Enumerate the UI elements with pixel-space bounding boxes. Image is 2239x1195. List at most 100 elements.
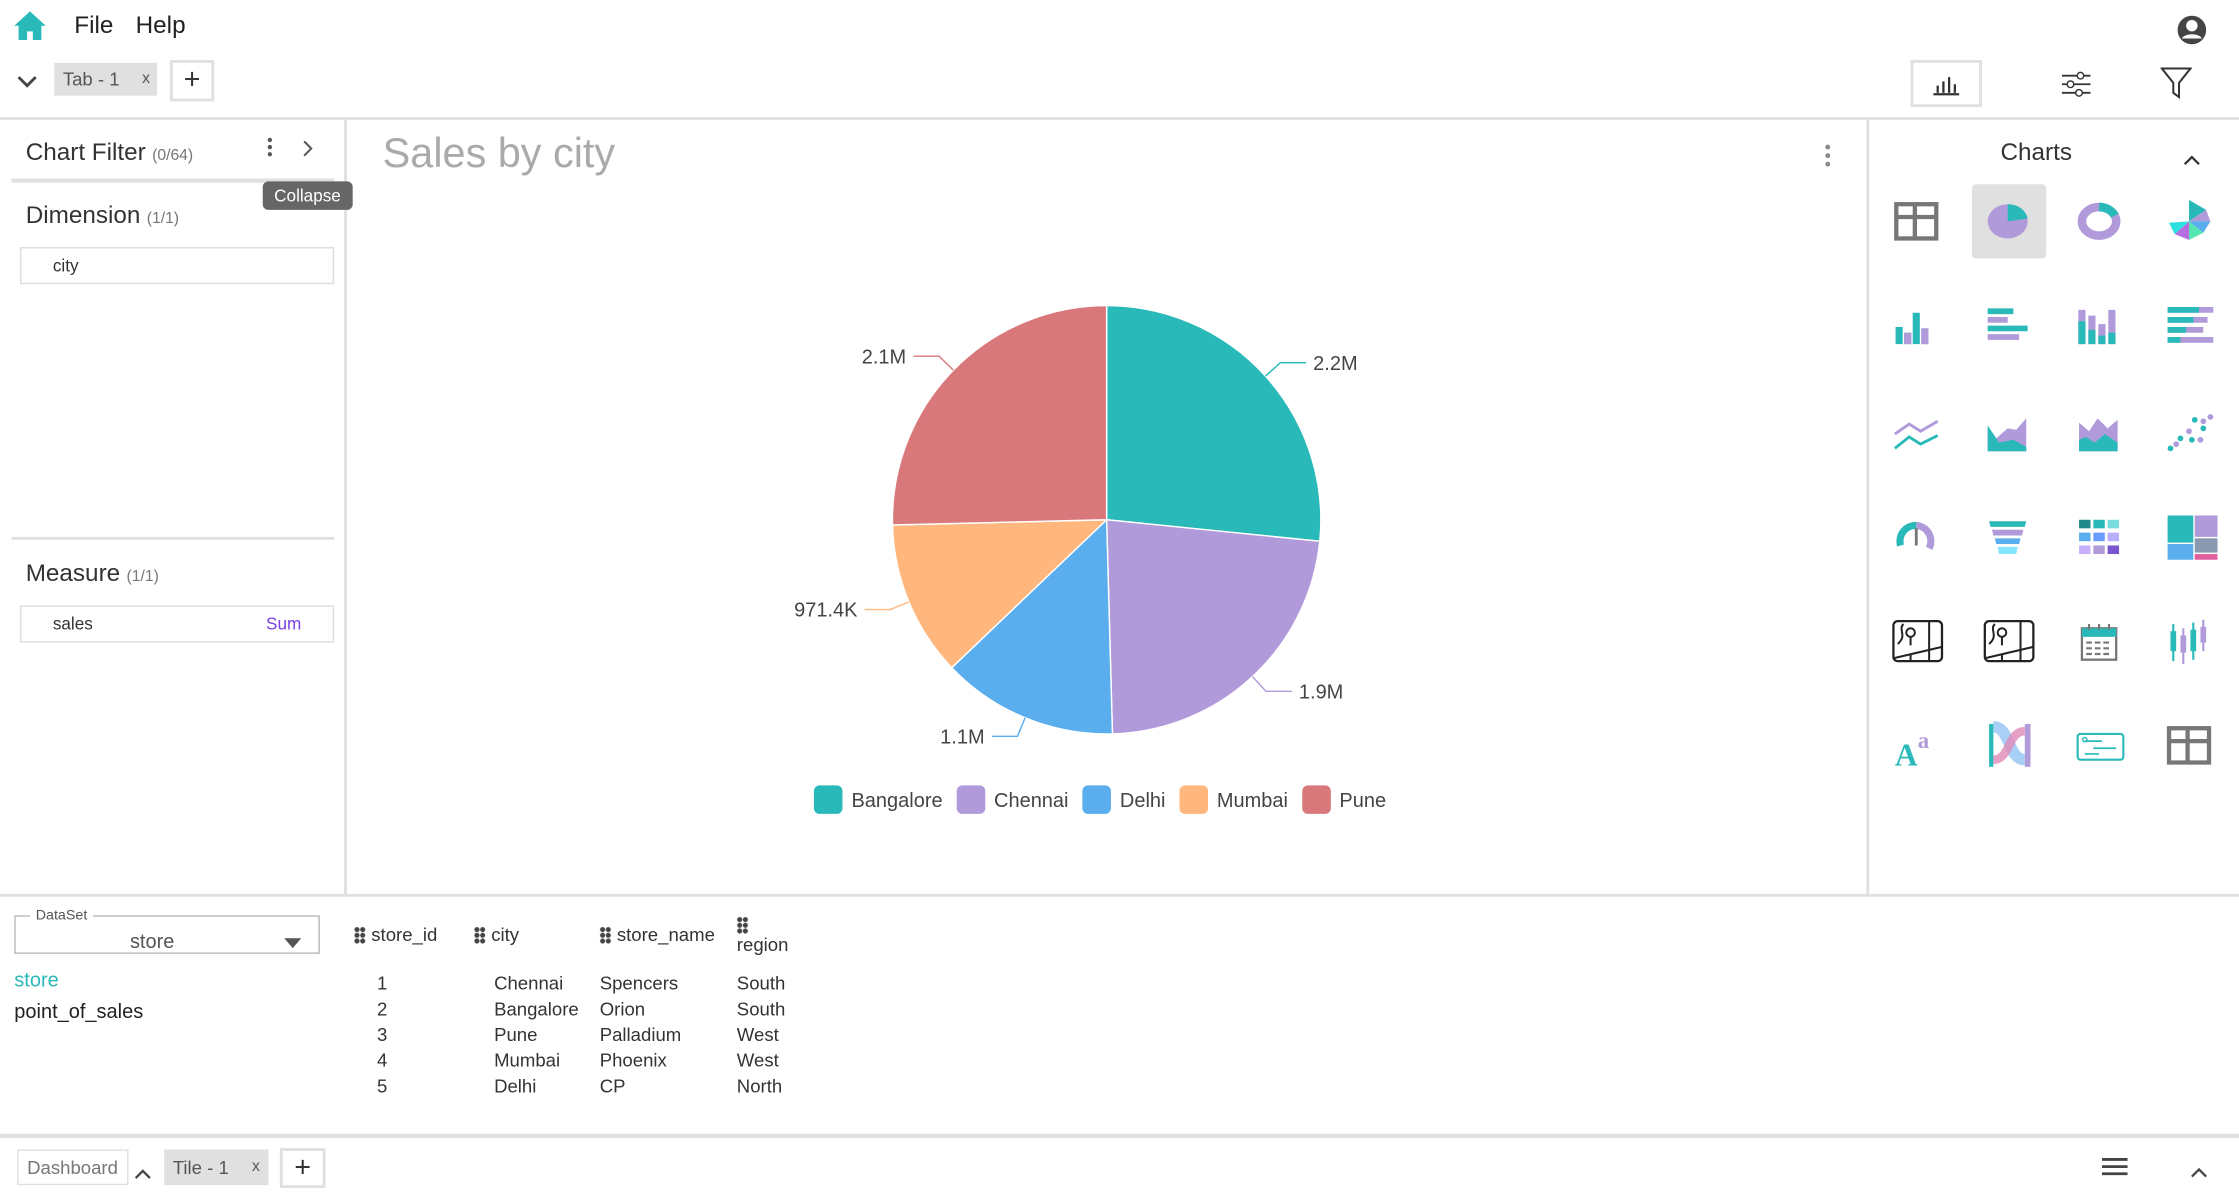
table-cell: Spencers	[599, 971, 679, 994]
home-icon[interactable]	[13, 10, 47, 49]
donut-chart-icon	[2077, 202, 2121, 240]
table-row: 3 Pune Palladium West	[354, 1021, 822, 1047]
map-2-chart-icon	[1983, 620, 2035, 663]
menu-help[interactable]: Help	[135, 11, 186, 39]
chart-type-treemap[interactable]	[2153, 500, 2227, 574]
column-header-region[interactable]: region	[736, 912, 823, 956]
account-icon[interactable]	[2176, 14, 2207, 53]
chart-type-pivot-table[interactable]	[2153, 708, 2227, 782]
tile-label: Tile - 1	[172, 1156, 229, 1179]
legend-label: Bangalore	[851, 788, 943, 812]
chart-type-bar[interactable]	[1881, 290, 1955, 364]
tab-label: Tab - 1	[62, 68, 120, 90]
chart-type-heatmap[interactable]	[2063, 500, 2137, 574]
table-cell: North	[736, 1074, 783, 1096]
chart-type-calendar[interactable]	[2063, 604, 2137, 678]
chart-type-candlestick[interactable]	[2153, 604, 2227, 678]
column-header-city[interactable]: city	[474, 912, 600, 955]
chart-type-scatter[interactable]	[2153, 394, 2227, 468]
dashboard-button[interactable]: Dashboard	[17, 1149, 128, 1186]
drag-handle-icon[interactable]	[474, 926, 486, 944]
chart-type-sankey[interactable]	[1972, 708, 2046, 782]
tab-1[interactable]: Tab - 1 x	[54, 62, 158, 96]
pie-slice-bangalore[interactable]	[1105, 304, 1322, 543]
column-header-store_id[interactable]: store_id	[354, 912, 474, 955]
tile-close-button[interactable]: x	[252, 1158, 260, 1176]
column-name: store_name	[616, 923, 715, 945]
table-item-store[interactable]: store	[14, 968, 59, 991]
measure-field-sales[interactable]: sales Sum	[19, 605, 335, 643]
chart-type-donut[interactable]	[2063, 184, 2137, 258]
chart-type-table[interactable]	[1881, 184, 1955, 258]
chart-type-card[interactable]	[2063, 708, 2137, 782]
table-cell: West	[736, 1023, 779, 1045]
column-header-store_name[interactable]: store_name	[599, 912, 737, 955]
add-tile-button[interactable]: +	[279, 1148, 326, 1189]
chart-type-map[interactable]	[1881, 604, 1955, 678]
column-name: region	[736, 933, 789, 956]
pie-slice-delhi[interactable]	[950, 518, 1114, 735]
drag-handle-icon[interactable]	[599, 926, 612, 944]
tabs-dropdown-icon[interactable]	[17, 70, 37, 96]
chart-type-line[interactable]	[1881, 394, 1955, 468]
legend-item-pune[interactable]: Pune	[1302, 785, 1386, 814]
tile-1[interactable]: Tile - 1 x	[164, 1149, 269, 1186]
chart-more-icon[interactable]	[1823, 144, 1832, 174]
legend-swatch	[1179, 785, 1209, 814]
pie-slice-chennai[interactable]	[1105, 518, 1321, 735]
table-row: 2 Bangalore Orion South	[354, 995, 822, 1021]
chart-type-stacked-area[interactable]	[2063, 394, 2137, 468]
chart-type-map-2[interactable]	[1972, 604, 2046, 678]
filter-icon[interactable]	[2159, 66, 2193, 107]
bar-chart-icon	[1933, 76, 1960, 95]
drag-handle-icon[interactable]	[354, 926, 366, 944]
chart-type-pie[interactable]	[1971, 184, 2047, 259]
add-tab-button[interactable]: +	[169, 59, 215, 102]
pie-slice-mumbai[interactable]	[891, 519, 1109, 669]
filter-more-icon[interactable]	[266, 137, 275, 164]
chart-type-gauge[interactable]	[1881, 500, 1955, 574]
table-cell: Phoenix	[599, 1048, 667, 1071]
bar-chart-icon	[1895, 312, 1929, 345]
table-cell: Orion	[599, 997, 646, 1019]
menu-file[interactable]: File	[74, 11, 114, 39]
data-label: 2.1M	[862, 346, 906, 368]
map-chart-icon	[1892, 620, 1944, 663]
dataset-select[interactable]: DataSet store	[14, 908, 320, 954]
data-label: 971.4K	[794, 600, 858, 622]
charts-collapse-icon[interactable]	[2183, 147, 2200, 173]
collapse-chevron-icon[interactable]	[301, 139, 313, 165]
legend-item-chennai[interactable]: Chennai	[956, 785, 1068, 814]
legend-item-bangalore[interactable]: Bangalore	[814, 785, 943, 814]
column-name: store_id	[371, 923, 438, 945]
pie-slice-pune[interactable]	[891, 304, 1108, 526]
legend-swatch	[1302, 785, 1331, 814]
chart-type-stacked-bar[interactable]	[2063, 290, 2137, 364]
chart-type-stacked-horizontal-bar[interactable]	[2153, 290, 2227, 364]
table-cell: 4	[376, 1048, 388, 1071]
menu-lines-icon[interactable]	[2101, 1157, 2128, 1184]
legend-item-mumbai[interactable]: Mumbai	[1179, 785, 1288, 814]
drag-handle-icon[interactable]	[736, 916, 749, 934]
label-leader-line	[864, 601, 910, 611]
table-item-point-of-sales[interactable]: point_of_sales	[14, 999, 144, 1023]
footer-collapse-icon[interactable]	[2190, 1159, 2207, 1185]
dimension-field-city[interactable]: city	[19, 247, 335, 285]
chart-type-rose[interactable]	[2153, 184, 2227, 258]
data-label: 2.2M	[1313, 353, 1357, 375]
chart-view-button[interactable]	[1910, 59, 1982, 108]
chart-type-area[interactable]	[1972, 394, 2046, 468]
legend-swatch	[956, 785, 986, 814]
line-chart-icon	[1893, 420, 1939, 450]
gauge-chart-icon	[1896, 521, 1935, 550]
legend-item-delhi[interactable]: Delhi	[1082, 785, 1165, 814]
settings-sliders-icon[interactable]	[2061, 70, 2092, 106]
chart-title[interactable]: Sales by city	[382, 131, 616, 178]
chart-type-horizontal-bar[interactable]	[1972, 290, 2046, 364]
expand-up-icon[interactable]	[134, 1161, 151, 1187]
tab-close-button[interactable]: x	[142, 69, 150, 88]
chart-type-funnel[interactable]	[1972, 500, 2046, 574]
dimension-title: Dimension (1/1)	[25, 201, 180, 229]
aggregation-selector[interactable]: Sum	[266, 614, 302, 635]
